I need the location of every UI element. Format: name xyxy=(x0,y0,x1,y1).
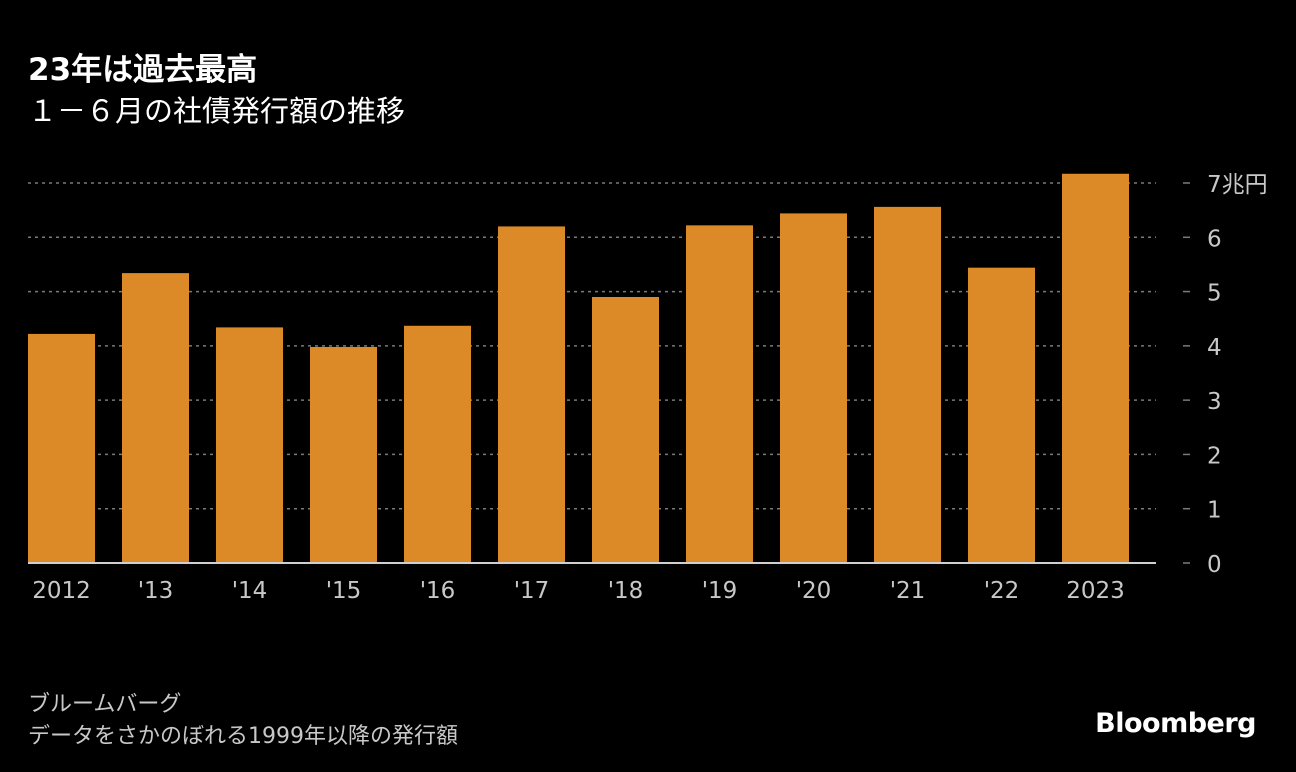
bar xyxy=(216,327,283,563)
x-tick-label: '18 xyxy=(608,578,644,604)
bar xyxy=(1062,173,1129,563)
x-tick-label: 2012 xyxy=(32,578,91,604)
bar xyxy=(404,325,471,563)
y-tick-label: 0 xyxy=(1207,552,1222,578)
bar xyxy=(28,333,95,563)
bar xyxy=(968,267,1035,563)
x-tick-label: '13 xyxy=(138,578,174,604)
x-tick-label: '17 xyxy=(514,578,550,604)
y-tick-label: 2 xyxy=(1207,443,1222,469)
bar xyxy=(310,346,377,563)
source-label: ブルームバーグ xyxy=(28,692,182,717)
bar xyxy=(592,297,659,563)
x-tick-label: '15 xyxy=(326,578,362,604)
bar xyxy=(498,226,565,563)
bloomberg-logo: Bloomberg xyxy=(1095,708,1256,739)
x-tick-label: '22 xyxy=(984,578,1020,604)
y-tick-label: 3 xyxy=(1207,389,1222,415)
bar-chart: 0 1 2 3 4 5 6 7兆円 2012 '13 '14 '15 '16 '17 '18 '19 '20 '2… xyxy=(28,172,1268,604)
chart-title: 23年は過去最高 xyxy=(28,52,258,88)
x-tick-label: '19 xyxy=(702,578,738,604)
y-tick-label: 1 xyxy=(1207,498,1222,524)
y-tick-label: 6 xyxy=(1207,226,1222,252)
bar xyxy=(686,225,753,564)
bar xyxy=(780,213,847,563)
x-tick-label: '20 xyxy=(796,578,832,604)
y-tick-label: 7兆円 xyxy=(1207,172,1268,198)
bar xyxy=(874,206,941,563)
x-tick-label: 2023 xyxy=(1066,578,1125,604)
footnote: データをさかのぼれる1999年以降の発行額 xyxy=(28,724,458,749)
bar xyxy=(122,273,189,563)
x-tick-label: '16 xyxy=(420,578,456,604)
y-tick-label: 4 xyxy=(1207,335,1222,361)
chart-subtitle: １－６月の社債発行額の推移 xyxy=(28,94,406,128)
x-tick-label: '21 xyxy=(890,578,926,604)
x-tick-label: '14 xyxy=(232,578,268,604)
y-tick-label: 5 xyxy=(1207,281,1222,307)
